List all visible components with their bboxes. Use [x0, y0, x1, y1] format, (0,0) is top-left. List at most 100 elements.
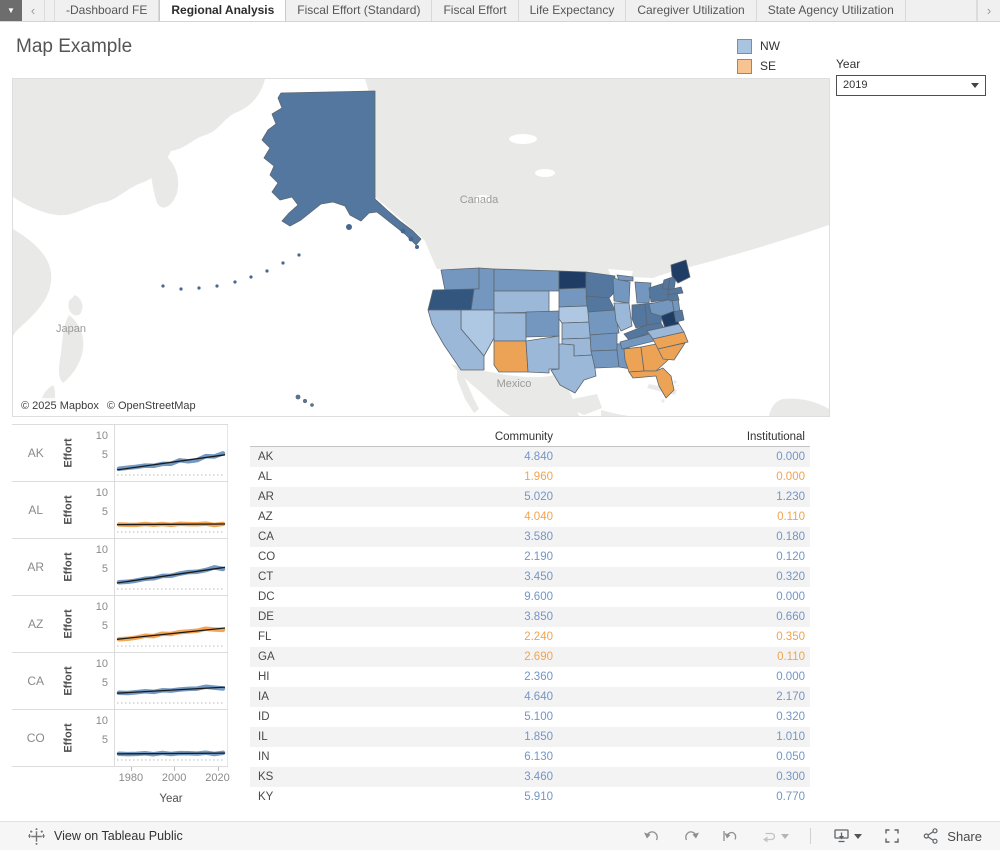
table-row-ia[interactable]: IA 4.640 2.170	[250, 687, 810, 707]
column-header-community[interactable]: Community	[494, 430, 553, 443]
x-axis-tick-label: 1980	[118, 772, 144, 784]
sparkline-chart-ca[interactable]	[114, 653, 228, 709]
map-state-ut[interactable]	[493, 312, 527, 342]
map-state-il[interactable]	[613, 302, 633, 332]
map-state-nd[interactable]	[558, 270, 587, 290]
year-filter: Year 2019	[836, 57, 986, 96]
map-state-wy[interactable]	[493, 290, 550, 314]
sheet-tab-state-agency-utilization[interactable]: State Agency Utilization	[757, 0, 906, 21]
view-on-tableau-public-link[interactable]: View on Tableau Public	[28, 827, 183, 845]
sheet-tab-caregiver-utilization[interactable]: Caregiver Utilization	[626, 0, 757, 21]
refresh-button[interactable]	[760, 828, 790, 845]
sparkline-chart-az[interactable]	[114, 596, 228, 652]
table-row-co[interactable]: CO 2.190 0.120	[250, 547, 810, 567]
table-row-id[interactable]: ID 5.100 0.320	[250, 707, 810, 727]
osm-attribution[interactable]: © OpenStreetMap	[106, 400, 196, 412]
table-row-dc[interactable]: DC 9.600 0.000	[250, 587, 810, 607]
community-value-cell: 3.580	[524, 531, 553, 543]
y-axis-title: Effort	[62, 438, 75, 468]
sheet-tab-life-expectancy[interactable]: Life Expectancy	[519, 0, 627, 21]
sparkline-chart-co[interactable]	[114, 710, 228, 766]
revert-button[interactable]	[721, 828, 739, 845]
sheet-tab-fiscal-effort[interactable]: Fiscal Effort	[432, 0, 519, 21]
map-state-ne[interactable]	[558, 305, 593, 324]
legend-label: NW	[760, 39, 780, 53]
map-state-ct[interactable]	[666, 292, 680, 302]
tab-menu-caret-button[interactable]: ▼	[0, 0, 22, 21]
legend-item-nw[interactable]: NW	[737, 36, 780, 56]
map-state-mi[interactable]	[616, 274, 634, 282]
map-state-ks[interactable]	[561, 321, 594, 340]
map-state-la[interactable]	[590, 349, 620, 369]
legend-item-se[interactable]: SE	[737, 56, 780, 76]
table-row-ky[interactable]: KY 5.910 0.770	[250, 787, 810, 807]
institutional-value-cell: 0.110	[777, 651, 805, 663]
map-canvas[interactable]	[13, 79, 829, 416]
table-row-hi[interactable]: HI 2.360 0.000	[250, 667, 810, 687]
scroll-tabs-left-button[interactable]: ‹	[22, 0, 45, 21]
map-state-ia[interactable]	[585, 295, 616, 313]
mapbox-attribution[interactable]: © 2025 Mapbox	[21, 400, 99, 412]
table-row-ct[interactable]: CT 3.450 0.320	[250, 567, 810, 587]
map-state-md[interactable]	[673, 309, 685, 323]
sparkline-chart-ar[interactable]	[114, 539, 228, 595]
table-row-az[interactable]: AZ 4.040 0.110	[250, 507, 810, 527]
map-state-or[interactable]	[427, 288, 475, 311]
table-row-al[interactable]: AL 1.960 0.000	[250, 467, 810, 487]
map-state-mo[interactable]	[587, 309, 620, 336]
community-value-cell: 3.460	[524, 771, 553, 783]
table-row-ar[interactable]: AR 5.020 1.230	[250, 487, 810, 507]
sheet-tab-regional-analysis[interactable]: Regional Analysis	[159, 0, 287, 21]
map-state-mi[interactable]	[634, 281, 652, 304]
map-state-sc[interactable]	[657, 342, 686, 361]
map-state-hi[interactable]	[310, 403, 314, 407]
table-row-in[interactable]: IN 6.130 0.050	[250, 747, 810, 767]
sparkline-chart-ak[interactable]	[114, 425, 228, 481]
table-row-il[interactable]: IL 1.850 1.010	[250, 727, 810, 747]
refresh-options-caret-icon[interactable]	[781, 833, 790, 839]
map-state-wi[interactable]	[612, 277, 631, 304]
map-state-ak[interactable]	[261, 90, 422, 246]
sparkline-chart-al[interactable]	[114, 482, 228, 538]
map-state-me[interactable]	[670, 259, 691, 284]
map-state-in[interactable]	[631, 303, 648, 329]
map-state-hi[interactable]	[295, 394, 301, 400]
table-row-ks[interactable]: KS 3.460 0.300	[250, 767, 810, 787]
map-state-tx[interactable]	[550, 343, 597, 394]
sheet-tab-fiscal-effort-standard[interactable]: Fiscal Effort (Standard)	[286, 0, 433, 21]
map-state-nc[interactable]	[652, 331, 689, 350]
map-state-mt[interactable]	[493, 268, 560, 292]
map-state-wa[interactable]	[440, 267, 480, 291]
map-state-ma[interactable]	[667, 286, 684, 296]
sheet-tab-dashboard-fe[interactable]: -Dashboard FE	[55, 0, 160, 21]
table-row-ga[interactable]: GA 2.690 0.110	[250, 647, 810, 667]
undo-button[interactable]	[643, 828, 661, 845]
table-row-fl[interactable]: FL 2.240 0.350	[250, 627, 810, 647]
institutional-value-cell: 0.300	[776, 771, 805, 783]
table-row-ca[interactable]: CA 3.580 0.180	[250, 527, 810, 547]
map-state-fl[interactable]	[628, 367, 675, 399]
map-state-ky[interactable]	[623, 322, 665, 341]
table-header-row: Community Institutional	[250, 427, 810, 447]
map-state-ca[interactable]	[427, 309, 485, 371]
map-state-nm[interactable]	[525, 335, 560, 374]
map-state-ar[interactable]	[589, 332, 618, 352]
share-button[interactable]: Share	[922, 827, 982, 845]
map-state-az[interactable]	[493, 340, 529, 373]
table-row-de[interactable]: DE 3.850 0.660	[250, 607, 810, 627]
map-state-sd[interactable]	[558, 287, 588, 308]
map-state-hi[interactable]	[302, 398, 307, 403]
redo-button[interactable]	[682, 828, 700, 845]
table-row-ak[interactable]: AK 4.840 0.000	[250, 447, 810, 467]
download-options-caret-icon[interactable]	[854, 833, 863, 839]
column-header-institutional[interactable]: Institutional	[746, 430, 805, 443]
choropleth-map[interactable]: Canada Japan Mexico © 2025 Mapbox © OpenStr…	[12, 78, 830, 417]
map-state-co[interactable]	[525, 310, 560, 338]
download-button[interactable]	[832, 827, 863, 845]
year-dropdown[interactable]: 2019	[836, 75, 986, 96]
us-states[interactable]	[261, 90, 691, 407]
scroll-tabs-right-button[interactable]: ›	[977, 0, 1000, 21]
y-axis-tick-label: 10	[95, 430, 108, 442]
fullscreen-button[interactable]	[883, 827, 901, 845]
map-state-mn[interactable]	[585, 271, 616, 299]
